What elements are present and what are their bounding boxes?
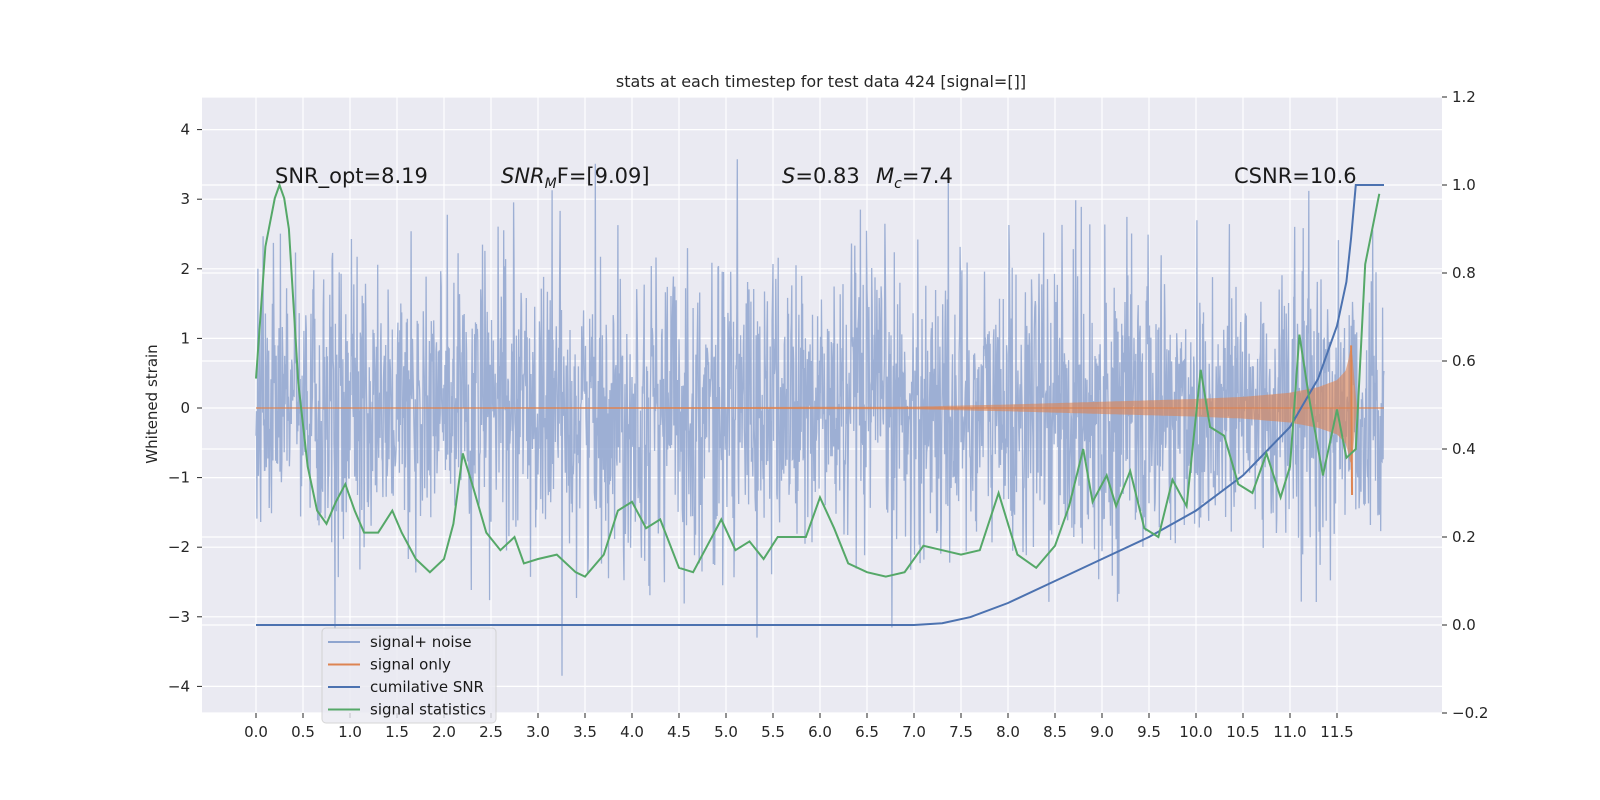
annotations: SNR_opt=8.19 SNRMF=[9.09] S=0.83 Mc=7.4 … <box>275 164 1357 192</box>
y-tick-label: 1 <box>180 329 190 347</box>
snr-mf-main: SNR <box>501 164 545 188</box>
y-tick-label: 3 <box>180 190 190 208</box>
y2-tick-label: 0.8 <box>1452 264 1476 282</box>
legend-label: cumilative SNR <box>370 678 484 696</box>
signal-only-spike <box>1350 345 1354 496</box>
mc-val: =7.4 <box>902 164 953 188</box>
legend-label: signal+ noise <box>370 633 472 651</box>
plot-area <box>255 159 1385 676</box>
y-axis: 4 3 2 1 0 −1 −2 −3 −4 <box>168 121 202 695</box>
legend-box <box>321 627 497 724</box>
signal-only-area <box>256 350 1384 463</box>
legend: signal+ noise signal only cumilative SNR si… <box>321 627 497 724</box>
y-tick-label: 4 <box>180 121 190 139</box>
snr-mf-annotation: SNRMF=[9.09] <box>501 164 650 192</box>
snr-mf-sub: M <box>545 176 557 192</box>
s-val: =0.83 <box>795 164 859 188</box>
noise-series-line <box>255 159 1385 676</box>
x-tick-label: 5.0 <box>714 723 738 741</box>
x-tick-label: 4.5 <box>667 723 691 741</box>
mc-main: M <box>876 164 894 188</box>
x-tick-label: 11.5 <box>1320 723 1353 741</box>
y-tick-label: 0 <box>180 399 190 417</box>
x-tick-label: 4.0 <box>620 723 644 741</box>
x-tick-label: 3.0 <box>526 723 550 741</box>
y2-axis: 1.2 1.0 0.8 0.6 0.4 0.2 0.0 −0.2 <box>1442 88 1488 722</box>
snr-opt-annotation: SNR_opt=8.19 <box>275 164 428 189</box>
x-tick-label: 6.5 <box>855 723 879 741</box>
snr-mf-tail: F=[9.09] <box>557 164 650 188</box>
x-axis: 0.0 0.5 1.0 1.5 2.0 2.5 3.0 3.5 4.0 4.5 5.0 5.5 6.0 6… <box>244 713 1354 741</box>
y2-tick-label: 1.0 <box>1452 176 1476 194</box>
chart-title: stats at each timestep for test data 424… <box>616 72 1026 91</box>
x-tick-label: 7.0 <box>902 723 926 741</box>
legend-label: signal only <box>370 656 451 674</box>
y-tick-label: −3 <box>168 608 190 626</box>
mc-sub: c <box>894 176 902 192</box>
y-tick-label: −2 <box>168 538 190 556</box>
s-annotation: S=0.83 <box>782 164 860 188</box>
csnr-annotation: CSNR=10.6 <box>1234 164 1357 188</box>
x-tick-label: 7.5 <box>949 723 973 741</box>
x-tick-label: 3.5 <box>573 723 597 741</box>
y2-tick-label: 0.0 <box>1452 616 1476 634</box>
y2-tick-label: 0.6 <box>1452 352 1476 370</box>
x-tick-label: 8.0 <box>996 723 1020 741</box>
x-tick-label: 2.0 <box>432 723 456 741</box>
y2-tick-label: 0.2 <box>1452 528 1476 546</box>
s-main: S <box>782 164 795 188</box>
x-tick-label: 2.5 <box>479 723 503 741</box>
x-tick-label: 9.5 <box>1137 723 1161 741</box>
legend-label: signal statistics <box>370 701 486 719</box>
x-tick-label: 10.5 <box>1226 723 1259 741</box>
mc-annotation: Mc=7.4 <box>876 164 953 192</box>
x-tick-label: 0.5 <box>291 723 315 741</box>
x-tick-label: 11.0 <box>1273 723 1306 741</box>
cumulative-snr-line <box>256 184 1384 626</box>
x-tick-label: 9.0 <box>1090 723 1114 741</box>
y-axis-label: Whitened strain <box>143 344 161 463</box>
x-tick-label: 8.5 <box>1043 723 1067 741</box>
y-tick-label: −1 <box>168 469 190 487</box>
y2-tick-label: 1.2 <box>1452 88 1476 106</box>
x-tick-label: 10.0 <box>1179 723 1212 741</box>
y-tick-label: 2 <box>180 260 190 278</box>
y2-tick-label: −0.2 <box>1452 704 1488 722</box>
x-tick-label: 1.0 <box>338 723 362 741</box>
y2-tick-label: 0.4 <box>1452 440 1476 458</box>
y-tick-label: −4 <box>168 677 190 695</box>
x-tick-label: 5.5 <box>761 723 785 741</box>
x-tick-label: 1.5 <box>385 723 409 741</box>
x-tick-label: 0.0 <box>244 723 268 741</box>
x-tick-label: 6.0 <box>808 723 832 741</box>
signal-statistics-line <box>255 182 1381 578</box>
